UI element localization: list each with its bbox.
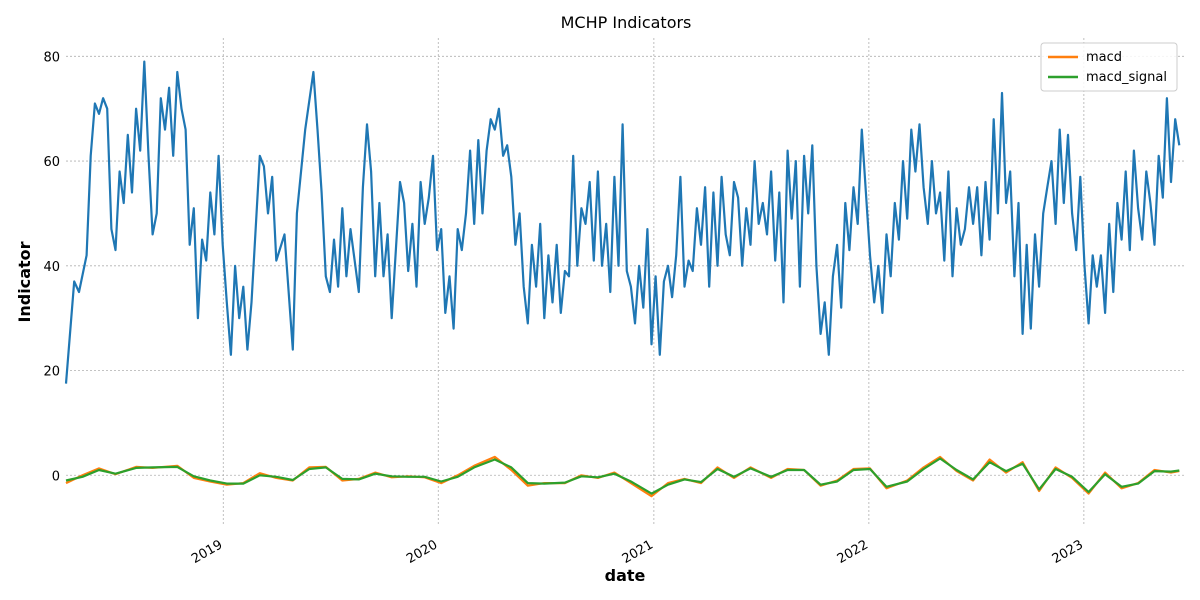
x-tick-label: 2021 [620,537,656,567]
x-tick-label: 2023 [1050,537,1086,567]
macd-signal-line [65,457,1180,495]
x-axis-label: date [605,566,646,585]
y-axis-ticks: 0 20 40 60 80 [43,50,60,484]
series-layer [64,60,1181,498]
x-tick-label: 2019 [189,537,225,567]
y-tick-label: 20 [43,365,60,380]
legend-box [1040,42,1178,92]
legend-label-macd-signal: macd_signal [1086,70,1167,85]
macd-line [65,455,1180,498]
indicator-line [64,60,1181,384]
x-axis-ticks: 2019 2020 2021 2022 2023 [189,537,1086,567]
y-tick-label: 80 [43,50,60,65]
x-tick-label: 2020 [404,537,440,567]
chart-title: MCHP Indicators [561,13,692,32]
y-tick-label: 0 [52,469,60,484]
legend-label-macd: macd [1086,50,1122,65]
y-tick-label: 60 [43,155,60,170]
grid [66,38,1184,525]
y-tick-label: 40 [43,260,60,275]
x-tick-label: 2022 [835,537,871,567]
y-axis-label: Indicator [15,241,34,322]
legend: macd macd_signal [1040,42,1178,92]
